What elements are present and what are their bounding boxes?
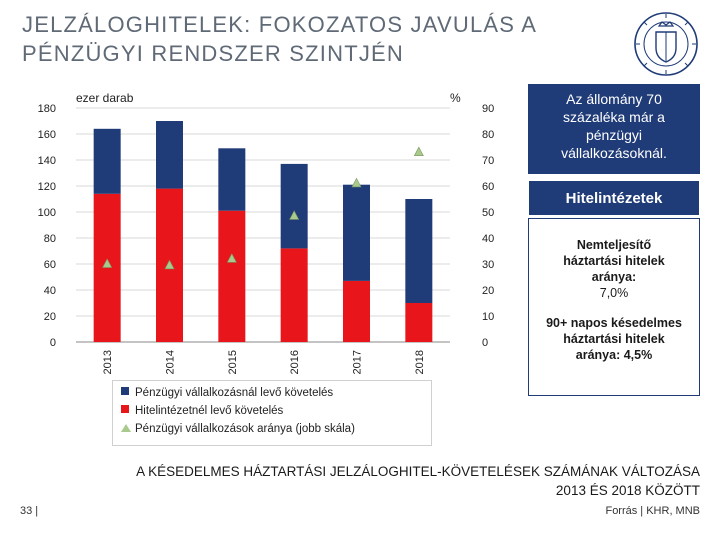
legend-label-financial-enterprises: Pénzügyi vállalkozásnál levő követelés xyxy=(135,387,334,399)
x-tick-label: 2015 xyxy=(227,350,239,374)
mnb-seal-logo xyxy=(634,12,698,76)
x-tick-label: 2016 xyxy=(289,350,301,374)
y-left-tick-label: 160 xyxy=(38,129,56,141)
x-tick-label: 2017 xyxy=(352,350,364,374)
legend-item-share: Pénzügyi vállalkozások aránya (jobb skál… xyxy=(121,423,355,439)
y-left-tick-label: 120 xyxy=(38,181,56,193)
y-axis-left-label: ezer darab xyxy=(76,91,134,105)
y-left-tick-label: 140 xyxy=(38,155,56,167)
share-marker xyxy=(164,259,175,270)
share-marker xyxy=(226,253,237,263)
y-right-tick-label: 30 xyxy=(482,259,494,271)
triangle-marker-icon xyxy=(121,424,131,432)
stacked-bar-chart: 0 20 40 60 80 100 120 140 160 180 0 10 20 30 40 50 60 70 8… xyxy=(38,91,495,374)
share-marker xyxy=(413,146,424,156)
overdue-ratio-block: 90+ napos késedelmes háztartási hitelek … xyxy=(529,315,699,363)
bar-financial-enterprises xyxy=(93,128,121,194)
bar-credit-institutions xyxy=(280,248,308,342)
y-right-tick-label: 70 xyxy=(482,155,494,167)
y-left-tick-label: 100 xyxy=(38,207,56,219)
bar-credit-institutions xyxy=(218,210,246,342)
y-right-tick-label: 60 xyxy=(482,181,494,193)
y-left-tick-label: 0 xyxy=(50,337,56,349)
bar-credit-institutions xyxy=(343,280,370,342)
chart-legend: Pénzügyi vállalkozásnál levő követelés H… xyxy=(112,380,432,446)
y-left-tick-label: 180 xyxy=(38,103,56,115)
npl-ratio-value: 7,0% xyxy=(599,286,629,300)
page-number: 33 | xyxy=(20,505,39,517)
bar-financial-enterprises xyxy=(343,184,370,281)
chart-area: 0 20 40 60 80 100 120 140 160 180 0 10 20 30 40 50 60 70 8… xyxy=(34,88,508,438)
bar-financial-enterprises xyxy=(218,148,246,211)
y-right-tick-label: 90 xyxy=(482,103,494,115)
npl-ratio-label: Nemteljesítő háztartási hitelek aránya: xyxy=(563,238,665,284)
y-right-tick-label: 10 xyxy=(482,311,494,323)
title-line-1: JELZÁLOGHITELEK: FOKOZATOS JAVULÁS A xyxy=(22,12,538,37)
source-note: Forrás | KHR, MNB xyxy=(605,505,700,517)
legend-swatch-red xyxy=(121,405,129,413)
bar-credit-institutions xyxy=(405,303,433,342)
bar-credit-institutions xyxy=(93,193,121,342)
legend-item-financial-enterprises: Pénzügyi vállalkozásnál levő követelés xyxy=(121,387,333,403)
y-right-tick-label: 50 xyxy=(482,207,494,219)
share-marker xyxy=(289,210,300,220)
caption-line-2: 2013 ÉS 2018 KÖZÖTT xyxy=(555,483,700,498)
x-tick-label: 2018 xyxy=(414,350,426,374)
chart-caption: A KÉSEDELMES HÁZTARTÁSI JELZÁLOGHITEL-KÖ… xyxy=(60,462,700,500)
y-left-tick-label: 60 xyxy=(44,259,56,271)
caption-line-1: A KÉSEDELMES HÁZTARTÁSI JELZÁLOGHITEL-KÖ… xyxy=(136,464,700,479)
y-right-tick-label: 40 xyxy=(482,233,494,245)
overdue-ratio-value: 4,5% xyxy=(623,348,653,362)
callout-ratios-box: Nemteljesítő háztartási hitelek aránya: … xyxy=(528,218,700,396)
y-right-tick-label: 20 xyxy=(482,285,494,297)
bar-financial-enterprises xyxy=(156,121,183,189)
y-left-tick-label: 40 xyxy=(44,285,56,297)
y-axis-right-label: % xyxy=(450,91,461,105)
page-title: JELZÁLOGHITELEK: FOKOZATOS JAVULÁS A PÉN… xyxy=(22,10,582,68)
bar-financial-enterprises xyxy=(405,199,433,303)
legend-item-credit-institutions: Hitelintézetnél levő követelés xyxy=(121,405,283,421)
callout-credit-institutions-header: Hitelintézetek xyxy=(528,180,700,216)
legend-label-credit-institutions: Hitelintézetnél levő követelés xyxy=(135,405,284,417)
x-tick-label: 2013 xyxy=(102,350,114,374)
bar-financial-enterprises xyxy=(280,163,308,249)
share-marker xyxy=(102,258,113,268)
share-marker xyxy=(351,177,362,188)
legend-label-share: Pénzügyi vállalkozások aránya (jobb skál… xyxy=(135,423,355,435)
y-right-tick-label: 80 xyxy=(482,129,494,141)
x-tick-label: 2014 xyxy=(165,350,177,374)
overdue-ratio-label: 90+ napos késedelmes háztartási hitelek … xyxy=(546,316,682,362)
callout-share-box: Az állomány 70 százaléka már a pénzügyi … xyxy=(528,84,700,174)
callout-credit-institutions-label: Hitelintézetek xyxy=(565,190,663,207)
callout-share-text: Az állomány 70 százaléka már a pénzügyi … xyxy=(561,91,667,161)
y-left-tick-label: 20 xyxy=(44,311,56,323)
title-line-2: PÉNZÜGYI RENDSZER SZINTJÉN xyxy=(22,41,405,66)
y-right-tick-label: 0 xyxy=(482,337,488,349)
legend-swatch-navy xyxy=(121,387,129,395)
y-left-tick-label: 80 xyxy=(44,233,56,245)
npl-ratio-block: Nemteljesítő háztartási hitelek aránya: … xyxy=(529,237,699,301)
